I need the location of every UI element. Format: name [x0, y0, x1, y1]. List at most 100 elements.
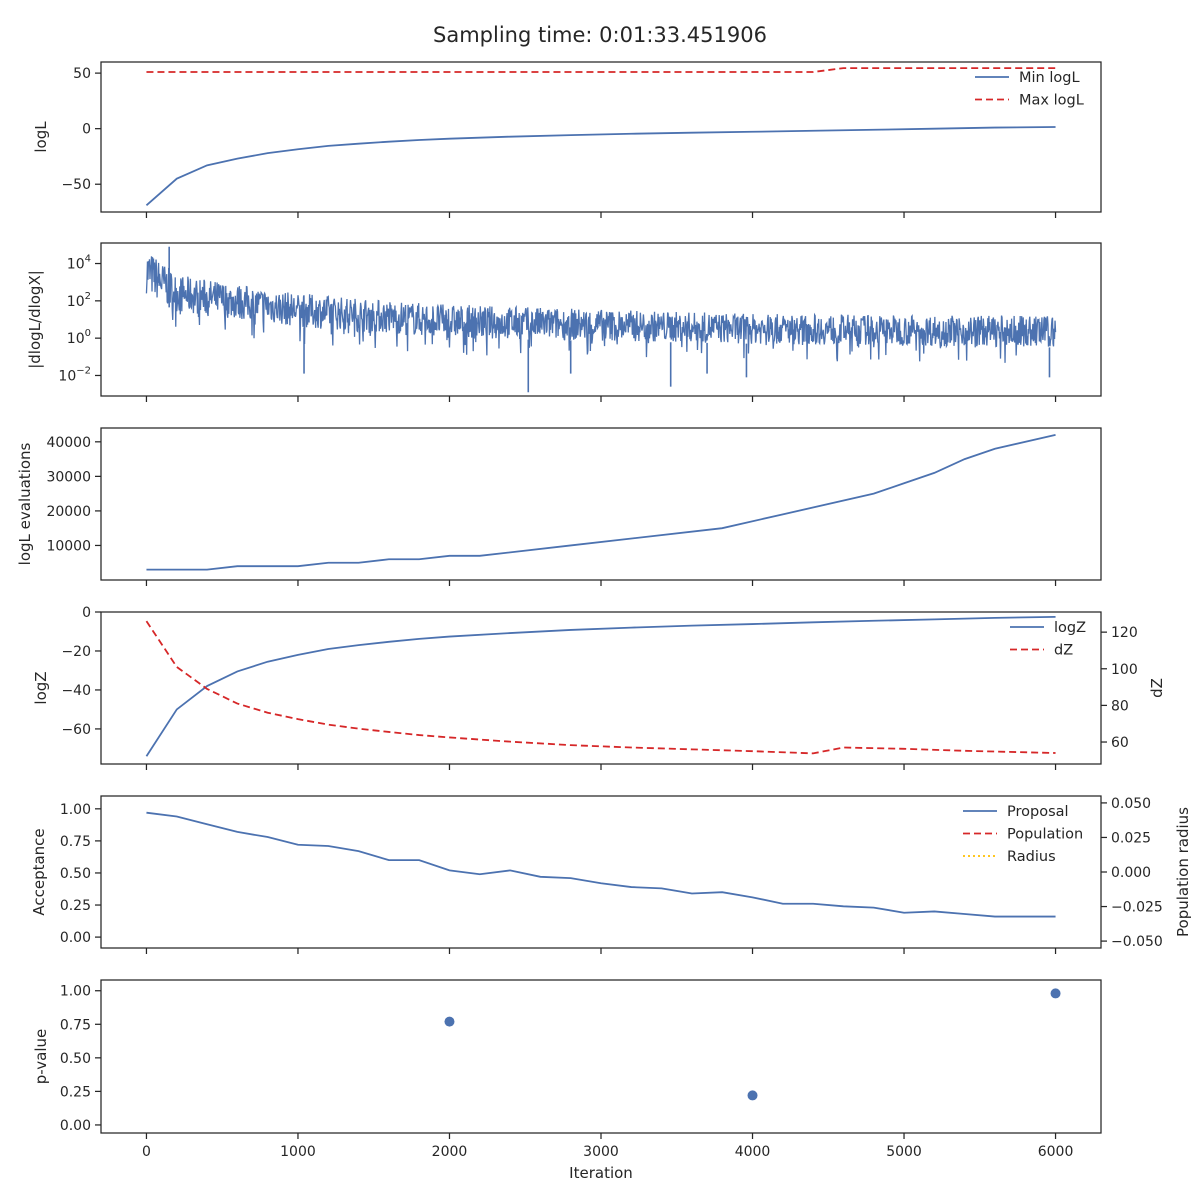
- ytick-label-accept-4: 0.00: [60, 930, 91, 946]
- axes-frame-logl: [100, 61, 1102, 213]
- ylabel-pvalue: p-value: [32, 1029, 50, 1085]
- series-evals-0: [146, 434, 1056, 571]
- ytick-base: 0: [82, 605, 91, 621]
- ytick-label-logl-1: 0: [82, 122, 91, 138]
- ylabel2-logz: dZ: [1148, 678, 1166, 698]
- ytick-label-evals-3: 10000: [46, 538, 91, 554]
- series-logl-min-logl: [145, 126, 1056, 207]
- plot-area-accept: [146, 811, 1056, 918]
- ytick-base: 0.75: [60, 834, 91, 850]
- ytick-label-pvalue-4: 0.00: [60, 1118, 91, 1134]
- panel-evals: 40000 30000 20000 10000 logL evaluations: [16, 427, 1102, 586]
- plot-area-logz: [145, 615, 1056, 757]
- ytick-base: 0.75: [60, 1017, 91, 1033]
- panel-pvalue: 1.00 0.75 0.50 0.25 0.00 0 1000 2000 3000 4000 500…: [32, 979, 1102, 1182]
- ytick2-label-logz-2: 80: [1111, 698, 1129, 714]
- ytick-label-evals-1: 30000: [46, 469, 91, 485]
- ytick-base: 10: [67, 257, 85, 273]
- legend-label-logl-0: Min logL: [1019, 70, 1080, 86]
- point-pvalue-2: [1050, 988, 1061, 999]
- ytick2-label-logz-0: 120: [1111, 625, 1138, 641]
- legend-label-logz-0: logZ: [1054, 620, 1086, 636]
- axes-frame-evals: [100, 427, 1102, 581]
- ytick-base: 0.25: [60, 898, 91, 914]
- ytick-label-pvalue-0: 1.00: [60, 984, 91, 1000]
- ytick-base: 0.50: [60, 1051, 91, 1067]
- ytick-label-accept-3: 0.25: [60, 898, 91, 914]
- xtick-label-5: 5000: [886, 1144, 922, 1160]
- ytick-exponent: −2: [76, 365, 91, 376]
- ytick-label-pvalue-2: 0.50: [60, 1051, 91, 1067]
- xtick-label-2: 2000: [432, 1144, 468, 1160]
- plot-area-logl: [145, 67, 1056, 207]
- ytick-label-pvalue-1: 0.75: [60, 1017, 91, 1033]
- ylabel-accept: Acceptance: [30, 828, 48, 915]
- point-pvalue-0: [444, 1016, 455, 1027]
- ytick-base: 10: [58, 368, 76, 384]
- figure-title: Sampling time: 0:01:33.451906: [433, 23, 767, 47]
- xtick-label-4: 4000: [735, 1144, 771, 1160]
- axes-frame-accept: [100, 795, 1102, 949]
- legend-label-logz-1: dZ: [1054, 643, 1073, 659]
- ytick-base: 1.00: [60, 984, 91, 1000]
- series-logz-logz: [145, 615, 1056, 757]
- ytick-base: −50: [61, 177, 91, 193]
- ytick-label-logz-3: −60: [61, 722, 91, 738]
- legend-label-accept-1: Population: [1007, 827, 1083, 843]
- ytick2-label-accept-0: 0.050: [1111, 796, 1151, 812]
- ylabel-dlogl: |dlogL/dlogX|: [26, 270, 44, 369]
- series-accept-proposal: [146, 811, 1056, 918]
- point-pvalue-1: [747, 1090, 758, 1101]
- ytick-label-dlogl-0: 104: [67, 254, 91, 273]
- series-logl-max-logl: [146, 67, 1056, 73]
- ytick2-label-logz-1: 100: [1111, 662, 1138, 678]
- ytick-exponent: 4: [85, 254, 91, 265]
- ytick-label-evals-0: 40000: [46, 435, 91, 451]
- plot-area-evals: [146, 434, 1056, 571]
- axes-frame-pvalue: [100, 979, 1102, 1134]
- ytick-label-dlogl-1: 102: [67, 291, 91, 310]
- legend-logl: Min logL Max logL: [975, 70, 1084, 109]
- ytick-label-logz-2: −40: [61, 683, 91, 699]
- ytick-label-dlogl-3: 10−2: [58, 365, 91, 384]
- ytick2-label-logz-3: 60: [1111, 735, 1129, 751]
- legend-label-logl-1: Max logL: [1019, 93, 1084, 109]
- plot-area-pvalue: [444, 988, 1061, 1101]
- ytick-exponent: 2: [85, 291, 91, 302]
- axes-frame-logz: [100, 611, 1102, 765]
- ytick-base: 10: [67, 331, 85, 347]
- series-logz-dz: [145, 620, 1056, 755]
- ytick-base: 50: [73, 66, 91, 82]
- ytick2-label-accept-1: 0.025: [1111, 830, 1151, 846]
- ytick-label-logz-0: 0: [82, 605, 91, 621]
- ytick-base: 0: [82, 122, 91, 138]
- ytick-label-logz-1: −20: [61, 644, 91, 660]
- legend-label-accept-0: Proposal: [1007, 804, 1069, 820]
- xlabel: Iteration: [569, 1164, 633, 1182]
- legend-accept: Proposal Population Radius: [963, 804, 1083, 865]
- ytick2-label-accept-4: −0.050: [1111, 934, 1163, 950]
- legend-label-accept-2: Radius: [1007, 849, 1056, 865]
- xtick-label-6: 6000: [1038, 1144, 1074, 1160]
- series-dlogl-0: [145, 256, 1057, 363]
- ylabel2-accept: Population radius: [1174, 807, 1192, 937]
- ytick-label-pvalue-3: 0.25: [60, 1084, 91, 1100]
- ytick-exponent: 0: [85, 328, 91, 339]
- ytick-base: 0.50: [60, 866, 91, 882]
- ylabel-logz: logZ: [32, 671, 50, 704]
- panel-logz: 0 −20 −40 −60 120 100 80 60 logZ dZ logZ dZ: [32, 605, 1166, 770]
- ytick-base: 1.00: [60, 802, 91, 818]
- ytick-base: 30000: [46, 469, 91, 485]
- ytick2-label-accept-2: 0.000: [1111, 865, 1151, 881]
- ytick-base: 40000: [46, 435, 91, 451]
- ytick2-label-accept-3: −0.025: [1111, 900, 1163, 916]
- xtick-label-1: 1000: [280, 1144, 316, 1160]
- ytick-base: −20: [61, 644, 91, 660]
- ytick-label-logl-2: −50: [61, 177, 91, 193]
- ytick-base: 0.00: [60, 1118, 91, 1134]
- ytick-base: 0.00: [60, 930, 91, 946]
- ytick-base: 0.25: [60, 1084, 91, 1100]
- ytick-label-dlogl-2: 100: [67, 328, 91, 347]
